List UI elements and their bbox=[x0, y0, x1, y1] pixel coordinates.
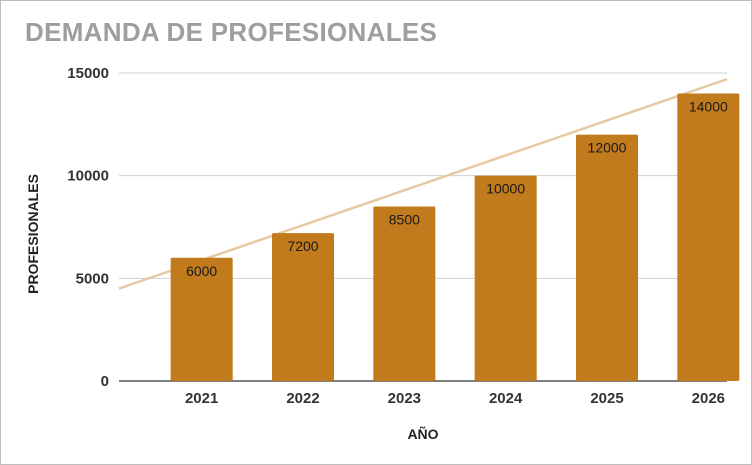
x-tick-label: 2022 bbox=[286, 390, 319, 407]
x-tick-label: 2026 bbox=[692, 390, 725, 407]
y-tick-label: 0 bbox=[101, 373, 109, 390]
bar-2021 bbox=[170, 257, 233, 381]
y-tick-label: 15000 bbox=[67, 65, 109, 82]
y-tick-label: 5000 bbox=[76, 270, 109, 287]
bar-2022 bbox=[272, 233, 334, 381]
bar-2024 bbox=[474, 175, 537, 381]
bar-2026 bbox=[677, 93, 740, 382]
data-label: 8500 bbox=[389, 211, 420, 227]
data-label: 14000 bbox=[689, 99, 728, 115]
data-label: 10000 bbox=[486, 181, 525, 197]
trendline-group bbox=[118, 77, 728, 290]
y-tick-label: 10000 bbox=[67, 168, 109, 185]
data-label: 12000 bbox=[588, 140, 627, 156]
bar-2025 bbox=[576, 134, 638, 381]
data-label: 6000 bbox=[186, 263, 217, 279]
y-axis-title: PROFESIONALES bbox=[25, 174, 41, 294]
bars-group bbox=[170, 93, 740, 382]
x-tick-label: 2025 bbox=[590, 390, 623, 407]
x-tick-label: 2021 bbox=[185, 390, 218, 407]
x-tick-label: 2024 bbox=[489, 390, 523, 407]
bar-2023 bbox=[373, 206, 436, 381]
chart-title: DEMANDA DE PROFESIONALES bbox=[25, 17, 438, 47]
data-label: 7200 bbox=[287, 238, 318, 254]
trendline bbox=[118, 77, 728, 290]
x-tick-label: 2023 bbox=[388, 390, 421, 407]
x-axis-title: AÑO bbox=[407, 425, 438, 442]
labels-group: 0 5000 10000 15000 6000 2021 7200 2022 8500 2023 1… bbox=[67, 65, 728, 407]
